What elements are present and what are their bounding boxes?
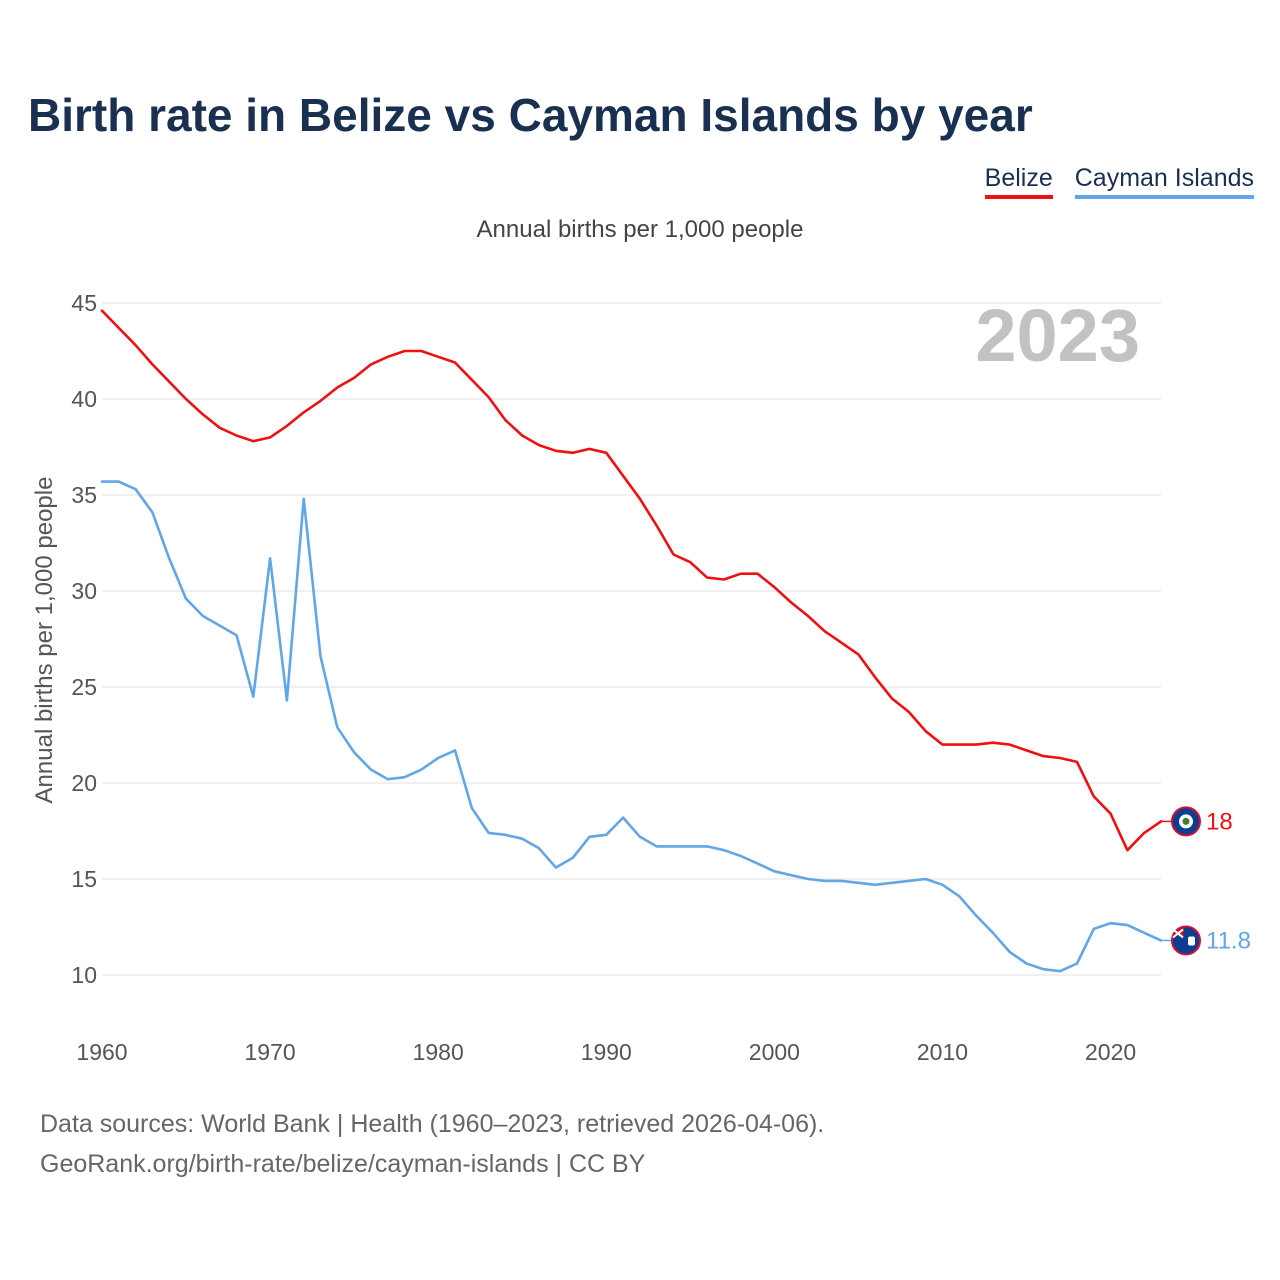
y-tick-label-20: 20 xyxy=(71,770,97,796)
end-value-label-cayman-islands: 11.8 xyxy=(1206,927,1251,954)
y-axis-title: Annual births per 1,000 people xyxy=(31,477,58,804)
year-label: 2023 xyxy=(975,294,1140,377)
source-line-1: Data sources: World Bank | Health (1960–… xyxy=(40,1110,825,1138)
x-tick-label-1980: 1980 xyxy=(413,1039,464,1065)
y-tick-label-45: 45 xyxy=(71,290,97,316)
chart-title: Birth rate in Belize vs Cayman Islands b… xyxy=(28,89,1033,141)
legend-item-cayman-islands[interactable]: Cayman Islands xyxy=(1074,164,1254,199)
x-tick-label-1960: 1960 xyxy=(76,1039,127,1065)
x-tick-label-1990: 1990 xyxy=(581,1039,632,1065)
x-axis-ticks: 1960 1970 1980 1990 2000 2010 2020 xyxy=(76,1039,1136,1065)
y-tick-label-35: 35 xyxy=(71,482,97,508)
source-line-2: GeoRank.org/birth-rate/belize/cayman-isl… xyxy=(40,1150,646,1178)
flag-belize-icon xyxy=(1171,806,1201,837)
y-tick-label-15: 15 xyxy=(71,866,97,892)
y-tick-label-30: 30 xyxy=(71,578,97,604)
source-note: Data sources: World Bank | Health (1960–… xyxy=(40,1104,824,1184)
series-line-belize[interactable] xyxy=(100,309,1163,852)
x-tick-label-2000: 2000 xyxy=(749,1039,800,1065)
x-tick-label-2020: 2020 xyxy=(1085,1039,1136,1065)
flag-cayman-islands-icon xyxy=(1171,925,1201,956)
series-line-cayman-islands[interactable] xyxy=(100,480,1163,973)
x-tick-label-1970: 1970 xyxy=(245,1039,296,1065)
y-tick-label-25: 25 xyxy=(71,674,97,700)
chart-subtitle: Annual births per 1,000 people xyxy=(476,216,804,243)
series-layer: 18 11.8 xyxy=(100,309,1251,973)
x-tick-label-2010: 2010 xyxy=(917,1039,968,1065)
end-value-label-belize: 18 xyxy=(1206,808,1233,835)
y-tick-label-40: 40 xyxy=(71,386,97,412)
legend: Belize Cayman Islands xyxy=(984,164,1254,199)
gridlines xyxy=(102,302,1161,976)
legend-item-belize[interactable]: Belize xyxy=(984,164,1053,199)
y-tick-label-10: 10 xyxy=(71,962,97,988)
y-axis-ticks: 10 15 20 25 30 35 40 45 xyxy=(71,290,97,988)
